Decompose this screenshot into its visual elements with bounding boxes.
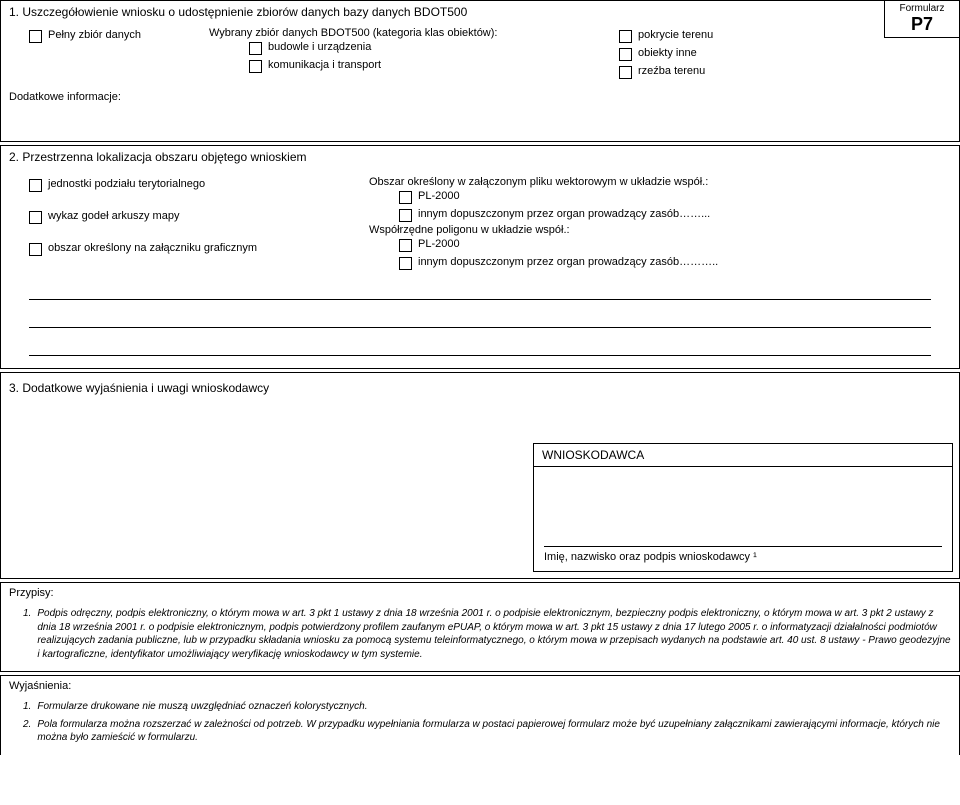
s2-left-opt-2[interactable]: obszar określony na załączniku graficzny… [29, 240, 369, 258]
note-number: 1. [23, 700, 31, 714]
przypis-1: 1. Podpis odręczny, podpis elektroniczny… [9, 605, 951, 663]
section-2: 2. Przestrzenna lokalizacja obszaru obję… [0, 145, 960, 369]
section2-title: 2. Przestrzenna lokalizacja obszaru obję… [1, 146, 959, 168]
checkbox-icon [29, 211, 42, 224]
checkbox-icon [249, 60, 262, 73]
s2-r2: Współrzędne poligonu w układzie współ.: [369, 224, 951, 236]
checkbox-label: obiekty inne [638, 47, 697, 59]
s2-r1: Obszar określony w załączonym pliku wekt… [369, 176, 951, 188]
checkbox-label: obszar określony na załączniku graficzny… [48, 242, 257, 254]
right-opt-1[interactable]: obiekty inne [619, 45, 739, 63]
right-opt-0[interactable]: pokrycie terenu [619, 27, 739, 45]
checkbox-icon [399, 239, 412, 252]
additional-info-label: Dodatkowe informacje: [9, 91, 951, 103]
note-text: Formularze drukowane nie muszą uwzględni… [37, 700, 367, 714]
blank-line [29, 340, 931, 356]
checkbox-icon [619, 30, 632, 43]
signature-box: WNIOSKODAWCA Imię, nazwisko oraz podpis … [533, 443, 953, 572]
przypisy-label: Przypisy: [9, 587, 951, 599]
wyjasnienie-2: 2. Pola formularza można rozszerzać w za… [9, 716, 951, 747]
s2-left-opt-0[interactable]: jednostki podziału terytorialnego [29, 176, 369, 194]
checkbox-icon [619, 48, 632, 61]
section-3: 3. Dodatkowe wyjaśnienia i uwagi wniosko… [0, 372, 960, 579]
s2-innym-2[interactable]: innym dopuszczonym przez organ prowadząc… [399, 254, 951, 272]
mid-opt-0[interactable]: budowle i urządzenia [249, 39, 609, 57]
blank-line [29, 284, 931, 300]
signature-header: WNIOSKODAWCA [534, 444, 952, 467]
form-code: P7 [895, 14, 949, 35]
wyjasnienie-1: 1. Formularze drukowane nie muszą uwzglę… [9, 698, 951, 716]
blank-line [29, 312, 931, 328]
note-number: 2. [23, 718, 31, 745]
checkbox-label: wykaz godeł arkuszy mapy [48, 210, 179, 222]
signature-caption: Imię, nazwisko oraz podpis wnioskodawcy … [534, 549, 952, 569]
checkbox-label: innym dopuszczonym przez organ prowadząc… [418, 208, 710, 220]
checkbox-label: rzeźba terenu [638, 65, 705, 77]
wyjasnienia-label: Wyjaśnienia: [9, 680, 951, 692]
note-number: 1. [23, 607, 31, 661]
full-dataset-option[interactable]: Pełny zbiór danych [29, 27, 209, 45]
signature-area[interactable] [544, 487, 942, 547]
form-label: Formularz [895, 3, 949, 14]
wyjasnienia-section: Wyjaśnienia: 1. Formularze drukowane nie… [0, 675, 960, 755]
przypisy-section: Przypisy: 1. Podpis odręczny, podpis ele… [0, 582, 960, 672]
checkbox-label: budowle i urządzenia [268, 41, 371, 53]
checkbox-icon [249, 42, 262, 55]
s2-innym-1[interactable]: innym dopuszczonym przez organ prowadząc… [399, 206, 951, 224]
s2-left-opt-1[interactable]: wykaz godeł arkuszy mapy [29, 208, 369, 226]
checkbox-icon [619, 66, 632, 79]
note-text: Podpis odręczny, podpis elektroniczny, o… [37, 607, 951, 661]
s2-pl2000-2[interactable]: PL-2000 [399, 236, 951, 254]
checkbox-label: komunikacja i transport [268, 59, 381, 71]
mid-opt-1[interactable]: komunikacja i transport [249, 57, 609, 75]
note-text: Pola formularza można rozszerzać w zależ… [37, 718, 951, 745]
checkbox-label: jednostki podziału terytorialnego [48, 178, 205, 190]
s2-pl2000-1[interactable]: PL-2000 [399, 188, 951, 206]
checkbox-label: PL-2000 [418, 238, 460, 250]
section-1: Formularz P7 1. Uszczegółowienie wniosku… [0, 0, 960, 142]
right-opt-2[interactable]: rzeźba terenu [619, 63, 739, 81]
checkbox-icon [29, 179, 42, 192]
checkbox-label: PL-2000 [418, 190, 460, 202]
checkbox-icon [399, 257, 412, 270]
checkbox-icon [29, 30, 42, 43]
checkbox-label: pokrycie terenu [638, 29, 713, 41]
mid-title: Wybrany zbiór danych BDOT500 (kategoria … [209, 27, 609, 39]
form-badge: Formularz P7 [884, 1, 959, 38]
checkbox-icon [399, 209, 412, 222]
checkbox-label: Pełny zbiór danych [48, 29, 141, 41]
section3-title: 3. Dodatkowe wyjaśnienia i uwagi wniosko… [9, 377, 951, 399]
checkbox-icon [399, 191, 412, 204]
checkbox-icon [29, 243, 42, 256]
section1-title: 1. Uszczegółowienie wniosku o udostępnie… [1, 1, 959, 23]
checkbox-label: innym dopuszczonym przez organ prowadząc… [418, 256, 718, 268]
